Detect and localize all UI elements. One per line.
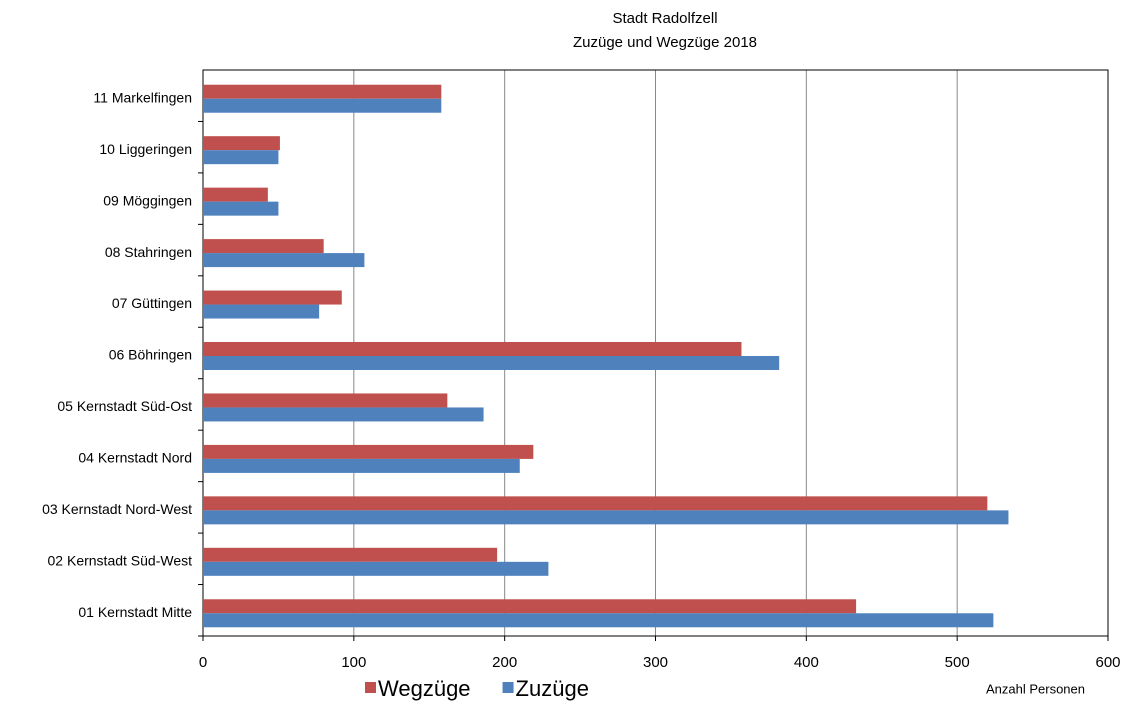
y-tick-label: 11 Markelfingen xyxy=(93,89,192,105)
x-tick-label: 600 xyxy=(1095,654,1120,671)
x-tick-label: 500 xyxy=(945,654,970,671)
legend-swatch xyxy=(502,682,514,693)
x-tick-label: 300 xyxy=(643,654,668,671)
x-tick-label: 100 xyxy=(341,654,366,671)
x-axis-label: Anzahl Personen xyxy=(986,681,1085,696)
y-tick-label: 03 Kernstadt Nord-West xyxy=(42,501,192,517)
bar xyxy=(203,150,279,165)
y-tick-label: 06 Böhringen xyxy=(109,347,192,363)
y-tick-label: 05 Kernstadt Süd-Ost xyxy=(57,398,192,414)
bar xyxy=(203,136,280,151)
y-tick-label: 10 Liggeringen xyxy=(99,141,192,157)
bar xyxy=(203,239,324,254)
bar xyxy=(203,356,780,370)
bar xyxy=(203,613,994,628)
bar xyxy=(203,187,268,202)
y-tick-label: 04 Kernstadt Nord xyxy=(78,450,192,466)
legend-label: Zuzüge xyxy=(516,676,589,701)
bar xyxy=(203,304,320,319)
bar xyxy=(203,458,520,473)
bar xyxy=(203,253,365,268)
legend-label: Wegzüge xyxy=(378,676,471,701)
bar xyxy=(203,98,442,113)
bar xyxy=(203,510,1009,525)
x-tick-label: 0 xyxy=(199,654,207,671)
bar xyxy=(203,393,448,408)
legend-swatch xyxy=(365,682,376,693)
y-tick-label: 02 Kernstadt Süd-West xyxy=(48,553,193,569)
x-tick-label: 200 xyxy=(492,654,517,671)
bar xyxy=(203,444,534,459)
bar xyxy=(203,561,549,576)
y-tick-label: 09 Möggingen xyxy=(103,192,192,208)
bar xyxy=(203,342,742,356)
chart-subtitle: Zuzüge und Wegzüge 2018 xyxy=(573,34,757,51)
bar xyxy=(203,599,857,614)
bar xyxy=(203,201,279,216)
bar xyxy=(203,496,988,511)
chart-title: Stadt Radolfzell xyxy=(612,10,717,27)
bar xyxy=(203,407,484,422)
y-tick-label: 07 Güttingen xyxy=(112,295,192,311)
y-tick-label: 01 Kernstadt Mitte xyxy=(78,604,192,620)
y-tick-label: 08 Stahringen xyxy=(105,244,192,260)
x-tick-label: 400 xyxy=(794,654,819,671)
bar xyxy=(203,290,342,305)
bar xyxy=(203,84,442,99)
bar xyxy=(203,547,498,562)
